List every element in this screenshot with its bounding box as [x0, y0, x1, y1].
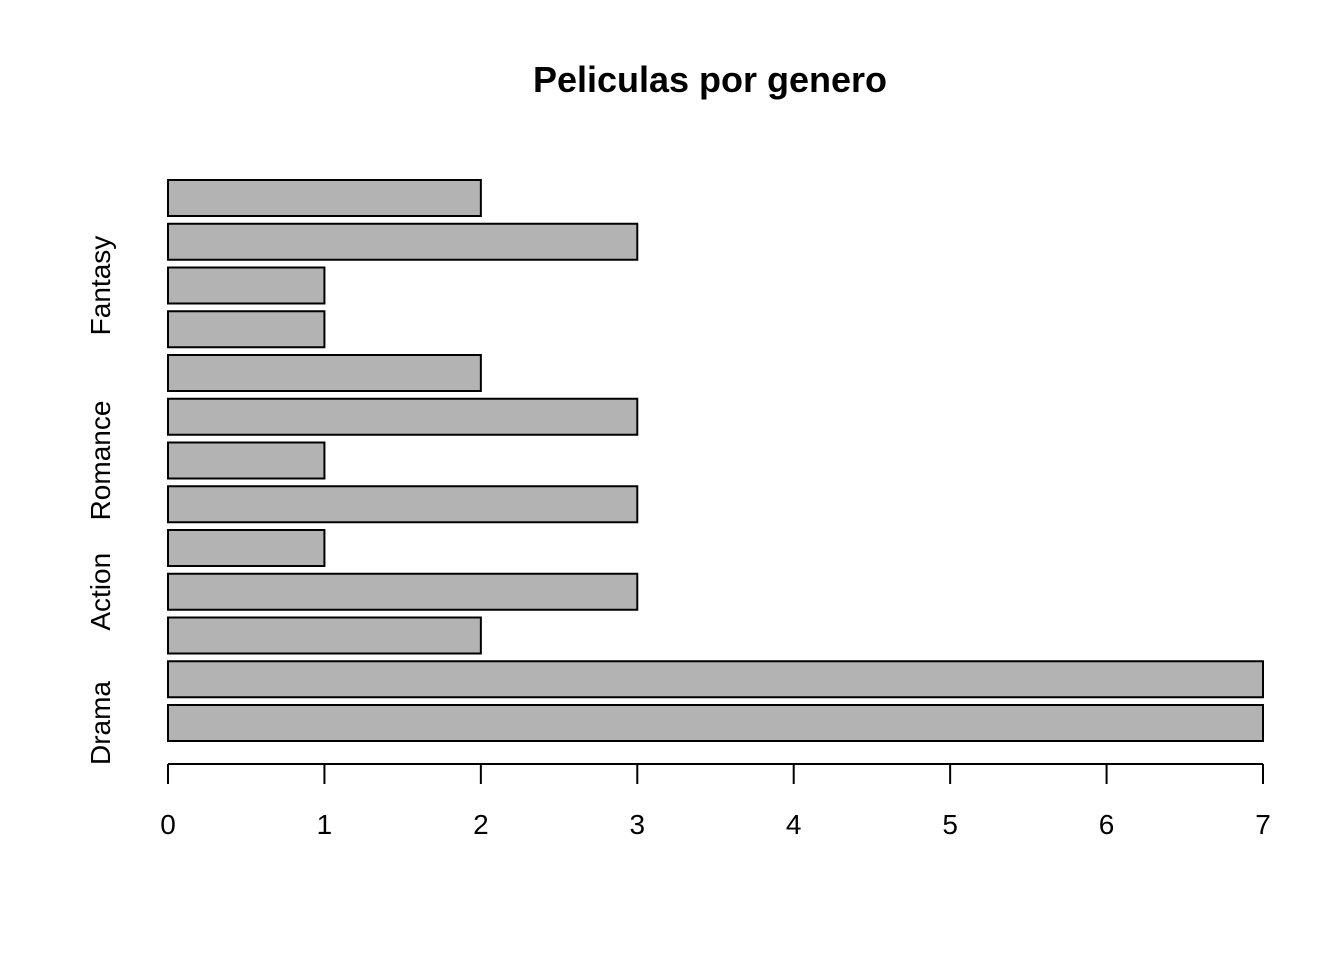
bar-7: [167, 397, 639, 436]
bar-1: [167, 660, 1264, 699]
bar-8: [167, 354, 482, 392]
x-tick-label: 3: [629, 809, 645, 840]
category-label-action: Action: [85, 553, 116, 631]
x-tick-label: 2: [473, 809, 489, 840]
bar-11: [167, 222, 639, 261]
bars-group: [167, 179, 1264, 742]
bar-0: [167, 704, 1264, 742]
x-tick-label: 4: [786, 809, 802, 840]
category-labels: Drama Action Romance Fantasy: [85, 236, 116, 765]
bar-6: [167, 441, 326, 480]
bar-5: [167, 485, 639, 524]
category-label-fantasy: Fantasy: [85, 236, 116, 336]
category-label-drama: Drama: [85, 681, 116, 765]
bar-4: [167, 529, 326, 567]
bar-12: [167, 179, 482, 217]
x-tick-label: 7: [1255, 809, 1271, 840]
category-label-romance: Romance: [85, 401, 116, 521]
bar-10: [167, 266, 326, 305]
bar-3: [167, 572, 639, 611]
chart-title: Peliculas por genero: [533, 59, 887, 100]
bar-9: [167, 310, 326, 349]
bar-2: [167, 616, 482, 655]
x-tick-label: 0: [160, 809, 176, 840]
x-tick-label: 1: [317, 809, 333, 840]
x-tick-label: 5: [942, 809, 958, 840]
x-axis: 0 1 2 3 4 5 6 7: [160, 763, 1271, 840]
x-tick-label: 6: [1099, 809, 1115, 840]
